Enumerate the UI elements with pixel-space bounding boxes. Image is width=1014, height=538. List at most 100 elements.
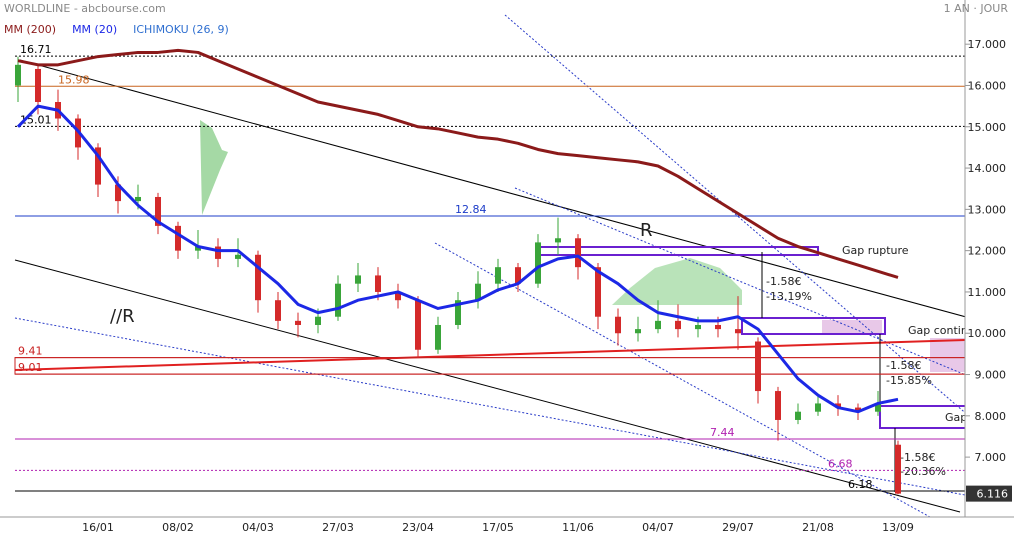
annotation: -20.36% (900, 465, 946, 478)
annotation: R (640, 220, 653, 241)
candle-body (215, 246, 221, 259)
candle-body (495, 267, 501, 284)
candle-body (175, 225, 181, 251)
candle-body (575, 238, 581, 268)
x-tick-label: 17/05 (482, 521, 514, 534)
candle-body (255, 254, 261, 301)
ichimoku-cloud (612, 258, 742, 305)
level-label: 7.44 (710, 426, 735, 439)
x-tick-label: 11/06 (562, 521, 594, 534)
candle-body (395, 291, 401, 301)
candle-body (755, 341, 761, 392)
level-label: 9.01 (18, 361, 43, 374)
candle-body (315, 316, 321, 325)
candle-body (35, 68, 41, 102)
candle-body (95, 147, 101, 185)
gap-box (879, 405, 965, 429)
candle-body (15, 64, 21, 86)
y-tick-label: 7.000 (975, 451, 1007, 464)
y-tick-label: 16.000 (968, 79, 1007, 92)
candle-body (295, 320, 301, 325)
level-label: 6.68 (828, 457, 853, 470)
candle-body (615, 316, 621, 334)
y-tick-label: 13.000 (968, 203, 1007, 216)
candle-body (695, 324, 701, 330)
level-label: 6.18 (848, 478, 873, 491)
x-tick-label: 04/07 (642, 521, 674, 534)
candle-body (735, 329, 741, 334)
x-tick-label: 08/02 (162, 521, 194, 534)
y-tick-label: 17.000 (968, 38, 1007, 51)
gap-box (741, 317, 886, 335)
level-label: 16.71 (20, 43, 52, 56)
candle-body (555, 238, 561, 243)
level-label: 9.41 (18, 345, 43, 358)
x-tick-label: 27/03 (322, 521, 354, 534)
legend-entry: ICHIMOKU (26, 9) (133, 23, 229, 36)
annotation: Gap (945, 411, 967, 424)
candle-body (835, 403, 841, 408)
level-band (14, 357, 965, 375)
legend-entry: MM (200) (4, 23, 56, 36)
x-tick-label: 04/03 (242, 521, 274, 534)
candle-body (715, 324, 721, 330)
plot-area: R //R Gap rupture Gap contin Gap -1.58€ … (14, 14, 967, 517)
legend-entry: MM (20) (72, 23, 117, 36)
candle-body (435, 324, 441, 350)
ichimoku-cloud (200, 120, 228, 215)
candle-body (515, 267, 521, 284)
candle-body (855, 407, 861, 412)
y-tick-label: 14.000 (968, 162, 1007, 175)
y-tick-label: 9.000 (975, 369, 1007, 382)
annotation: -15.85% (886, 374, 932, 387)
last-price-tag (966, 485, 1012, 502)
candle-body (375, 275, 381, 292)
annotation: -1.58€ (766, 275, 801, 288)
candle-body (195, 246, 201, 251)
candle-body (675, 320, 681, 330)
support-line (14, 339, 965, 371)
ma-line (16, 104, 899, 414)
candle-body (475, 283, 481, 301)
y-tick-label: 11.000 (968, 286, 1007, 299)
period: 1 AN · JOUR (944, 2, 1009, 15)
candle-body (535, 242, 541, 284)
candle-body (595, 267, 601, 317)
y-tick-label: 15.000 (968, 121, 1007, 134)
x-tick-label: 23/04 (402, 521, 434, 534)
candle-body (235, 254, 241, 259)
trend-line (19, 59, 965, 318)
annotation: -1.58€ (900, 451, 935, 464)
candle-body (795, 411, 801, 420)
candle-body (895, 444, 901, 494)
candle-body (135, 196, 141, 202)
annotation: -1.58€ (886, 359, 921, 372)
y-tick-label: 12.000 (968, 245, 1007, 258)
trend-line (504, 14, 965, 414)
annotation: //R (110, 306, 135, 327)
candle-body (635, 329, 641, 334)
candle-body (655, 320, 661, 330)
candle-body (275, 300, 281, 321)
chart-title: WORLDLINE - abcbourse.com (4, 2, 166, 15)
last-price-label: 6.116 (977, 488, 1009, 501)
ichimoku-cloud (822, 320, 882, 334)
x-tick-label: 16/01 (82, 521, 114, 534)
candle-body (875, 403, 881, 412)
y-tick-label: 10.000 (968, 327, 1007, 340)
trend-line (14, 317, 965, 496)
candle-body (415, 300, 421, 350)
level-label: 15.98 (58, 73, 90, 86)
level-label: 12.84 (455, 203, 487, 216)
annotation: -13.19% (766, 290, 812, 303)
x-tick-label: 29/07 (722, 521, 754, 534)
y-tick-label: 8.000 (975, 410, 1007, 423)
candle-body (115, 184, 121, 202)
trend-line (14, 259, 961, 513)
candle-body (455, 300, 461, 325)
ma-line (17, 48, 899, 279)
x-tick-label: 21/08 (802, 521, 834, 534)
